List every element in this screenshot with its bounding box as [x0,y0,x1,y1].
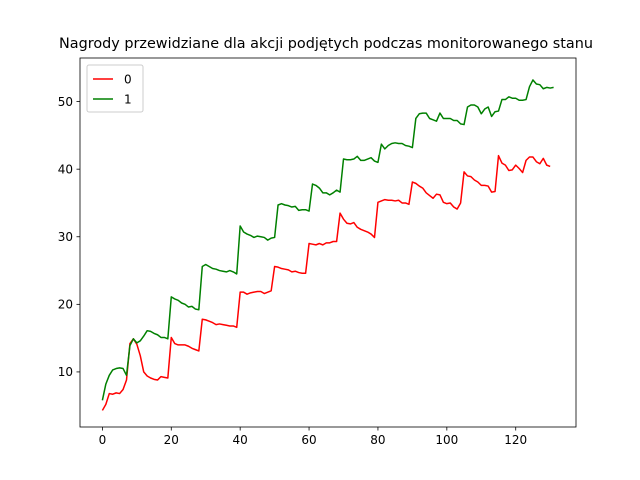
legend: 01 [86,64,144,113]
x-tick-label: 60 [301,433,316,447]
chart-title: Nagrody przewidziane dla akcji podjętych… [59,36,593,52]
y-tick-label: 30 [58,230,73,244]
y-tick-label: 50 [58,95,73,109]
series-line-0 [101,154,551,411]
x-tick-label: 20 [164,433,179,447]
y-tick-label: 20 [58,298,73,312]
plot-area [79,57,577,428]
x-tick-label: 0 [99,433,107,447]
legend-label-1: 1 [124,92,132,106]
x-axis: 0 20 40 60 80 100 120 [99,427,527,447]
legend-box [86,64,144,113]
y-tick-label: 40 [58,162,73,176]
y-axis: 10 20 30 40 50 [58,95,80,379]
y-tick-label: 10 [58,365,73,379]
plot-frame [79,57,577,428]
x-tick-label: 120 [504,433,527,447]
series-line-1 [101,79,554,401]
x-tick-label: 80 [370,433,385,447]
legend-label-0: 0 [124,72,132,86]
x-tick-label: 40 [233,433,248,447]
x-tick-label: 100 [435,433,458,447]
